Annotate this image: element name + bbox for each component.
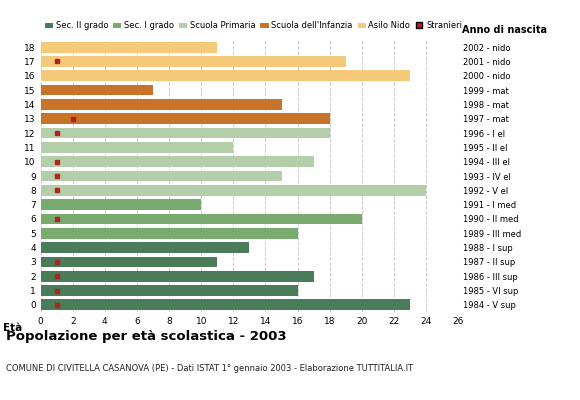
Bar [41,285,298,296]
Bar [41,99,281,110]
Bar [41,142,233,153]
Bar [41,228,298,239]
Bar [41,156,314,167]
Bar [41,199,201,210]
Bar [41,271,314,282]
Bar [41,128,329,138]
Text: Età: Età [3,323,22,333]
Bar [41,185,426,196]
Legend: Sec. II grado, Sec. I grado, Scuola Primaria, Scuola dell'Infanzia, Asilo Nido, : Sec. II grado, Sec. I grado, Scuola Prim… [45,21,462,30]
Bar [41,113,329,124]
Bar [41,70,410,81]
Bar [41,85,153,96]
Text: COMUNE DI CIVITELLA CASANOVA (PE) - Dati ISTAT 1° gennaio 2003 - Elaborazione TU: COMUNE DI CIVITELLA CASANOVA (PE) - Dati… [6,364,413,373]
Bar [41,214,362,224]
Text: Popolazione per età scolastica - 2003: Popolazione per età scolastica - 2003 [6,330,287,343]
Bar [41,242,249,253]
Bar [41,300,410,310]
Bar [41,56,346,67]
Text: Anno di nascita: Anno di nascita [462,24,548,34]
Bar [41,171,281,181]
Bar [41,42,218,52]
Bar [41,256,218,267]
